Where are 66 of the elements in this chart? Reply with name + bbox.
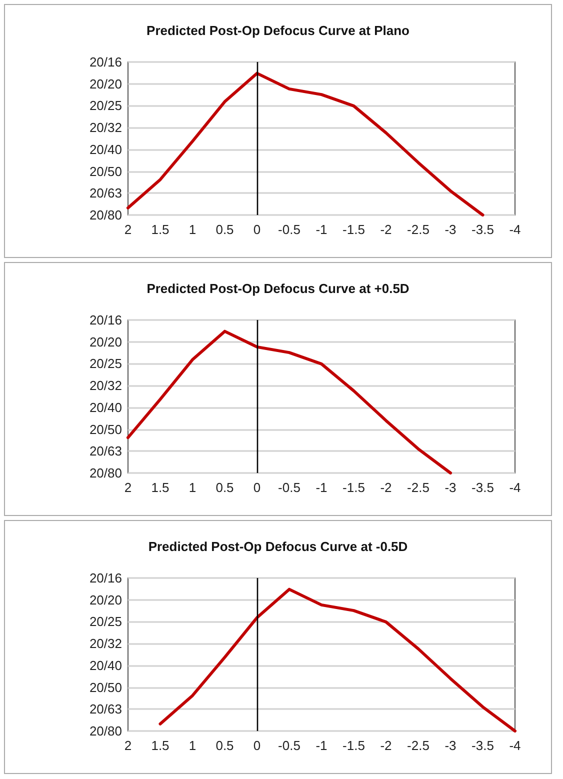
x-tick-label: 1 — [188, 738, 196, 753]
x-tick-label: -1.5 — [342, 738, 365, 753]
chart-title: Predicted Post-Op Defocus Curve at Plano — [146, 23, 410, 38]
x-tick-label: 0.5 — [216, 222, 234, 237]
x-tick-label: -4 — [509, 222, 521, 237]
x-tick-label: 0 — [253, 738, 261, 753]
x-tick-label: 2 — [124, 222, 132, 237]
x-tick-label: -2 — [380, 480, 392, 495]
text: 20/32 — [89, 636, 122, 652]
x-tick-label: 0.5 — [216, 480, 234, 495]
x-tick-label: 2 — [124, 480, 132, 495]
text: 20/16 — [89, 312, 122, 328]
text: 20/25 — [89, 356, 122, 372]
chart-title: Predicted Post-Op Defocus Curve at +0.5D — [146, 281, 410, 296]
text: 20/32 — [89, 378, 122, 394]
text: 20/80 — [89, 466, 122, 480]
text: 20/40 — [89, 658, 122, 673]
x-tick-label: 0 — [253, 222, 261, 237]
text: 20/50 — [89, 422, 122, 437]
x-tick-label: 0 — [253, 480, 261, 495]
x-tick-label: -4 — [509, 480, 521, 495]
text: 20/63 — [89, 186, 122, 201]
text: 20/40 — [89, 142, 122, 157]
x-tick-label: -3.5 — [472, 222, 494, 237]
text: 20/16 — [89, 54, 122, 70]
x-tick-label: -1.5 — [342, 480, 365, 495]
x-tick-label: -3 — [444, 480, 456, 495]
text: 20/80 — [89, 724, 122, 738]
text: 20/25 — [89, 98, 122, 114]
x-tick-label: 1.5 — [151, 738, 170, 753]
text: 20/32 — [89, 120, 122, 136]
x-tick-label: -2.5 — [407, 222, 430, 237]
x-tick-label: -3.5 — [472, 480, 494, 495]
x-tick-label: -2 — [380, 222, 392, 237]
x-tick-label: -0.5 — [278, 738, 300, 753]
x-tick-label: -1 — [316, 222, 328, 237]
text: 20/20 — [89, 592, 122, 608]
x-tick-label: 1 — [188, 222, 196, 237]
text: 20/20 — [89, 76, 122, 92]
x-tick-label: 1.5 — [151, 480, 170, 495]
text: 20/50 — [89, 680, 122, 695]
x-tick-label: 1 — [188, 480, 196, 495]
text: 20/63 — [89, 444, 122, 459]
text: 20/63 — [89, 702, 122, 717]
x-tick-label: -2.5 — [407, 480, 430, 495]
text: 20/25 — [89, 614, 122, 630]
x-tick-label: -4 — [509, 738, 521, 753]
x-tick-label: 2 — [124, 738, 132, 753]
x-tick-label: -2.5 — [407, 738, 430, 753]
text: 20/50 — [89, 164, 122, 179]
text: 20/20 — [89, 334, 122, 350]
x-tick-label: -2 — [380, 738, 392, 753]
x-tick-label: 1.5 — [151, 222, 170, 237]
chart-title: Predicted Post-Op Defocus Curve at -0.5D — [148, 539, 408, 554]
text: 20/80 — [89, 208, 122, 222]
x-tick-label: -3 — [444, 738, 456, 753]
x-tick-label: -3 — [444, 222, 456, 237]
x-tick-label: -3.5 — [472, 738, 494, 753]
x-tick-label: -0.5 — [278, 480, 300, 495]
text: 20/40 — [89, 400, 122, 415]
x-tick-label: 0.5 — [216, 738, 234, 753]
x-tick-label: -0.5 — [278, 222, 300, 237]
x-tick-label: -1 — [316, 738, 328, 753]
text: 20/16 — [89, 570, 122, 586]
x-tick-label: -1 — [316, 480, 328, 495]
x-tick-label: -1.5 — [342, 222, 365, 237]
